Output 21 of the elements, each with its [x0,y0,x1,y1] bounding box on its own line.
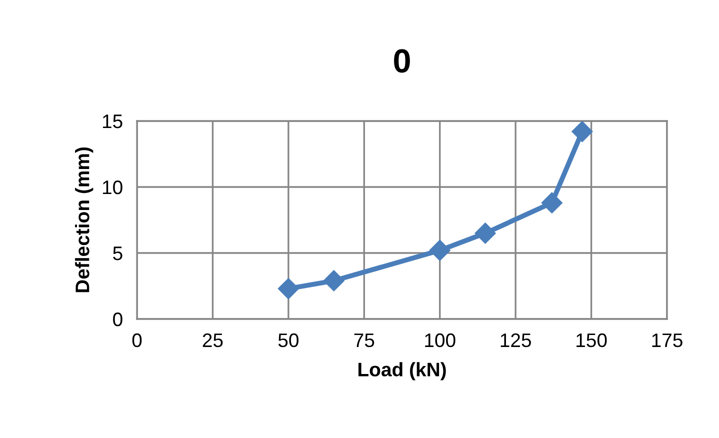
chart-title: 0 [394,49,410,73]
x-tick-label: 0 [132,333,142,348]
x-tick-label: 150 [576,333,607,348]
point [278,278,299,300]
y-tick-label: 5 [113,246,122,260]
point [429,240,450,261]
y-tick-label: 0 [113,312,122,326]
y-axis-title: Deflection (mm) [75,148,94,292]
x-tick-label: 175 [652,334,682,348]
point [541,192,562,214]
point [323,270,344,292]
point [572,121,593,142]
x-tick-label: 50 [278,333,298,348]
y-tick-label: 10 [102,180,122,194]
x-tick-label: 75 [354,334,374,348]
x-tick-label: 125 [500,333,531,348]
x-tick-label: 25 [202,333,223,348]
point [474,222,496,244]
y-tick-label: 15 [102,114,122,128]
x-tick-label: 100 [425,333,456,348]
x-axis-title: Load (kN) [358,362,446,380]
